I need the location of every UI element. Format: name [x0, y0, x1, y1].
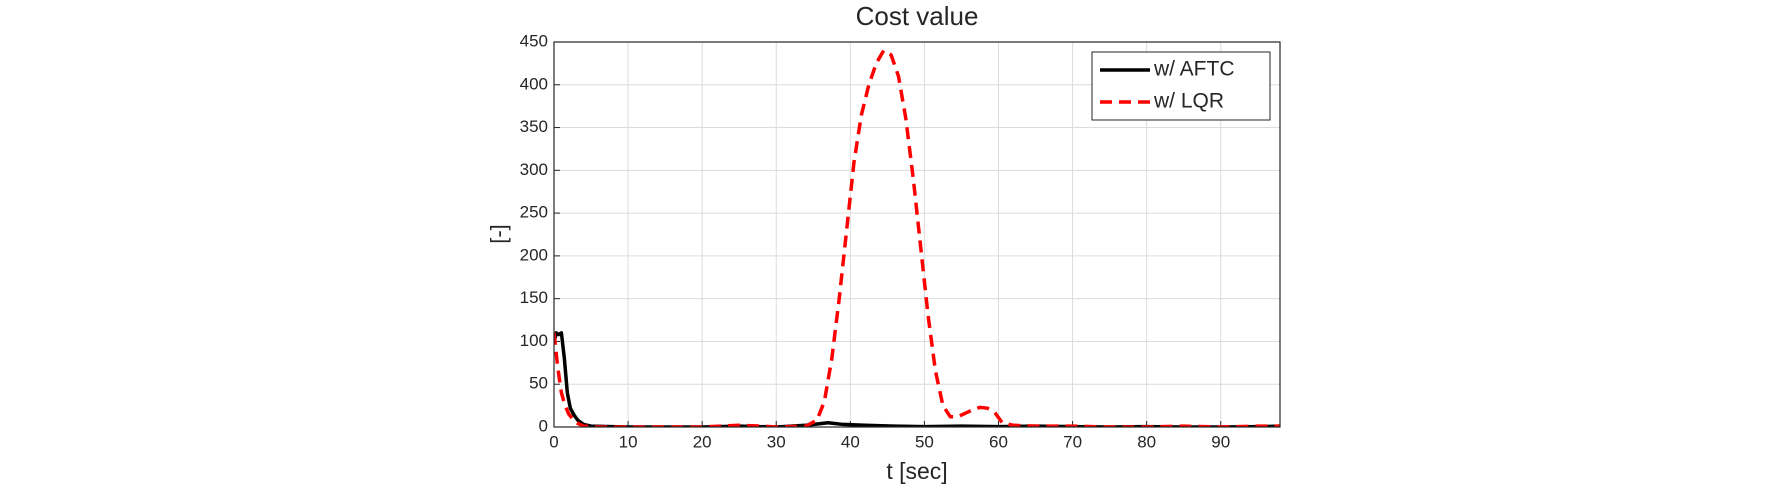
x-tick-label: 40	[841, 432, 860, 451]
x-tick-label: 80	[1137, 432, 1156, 451]
y-tick-label: 50	[529, 374, 548, 393]
y-tick-label: 200	[520, 245, 548, 264]
series-line	[554, 48, 1280, 427]
chart-title: Cost value	[856, 1, 979, 31]
plot-border	[553, 41, 1281, 428]
x-tick-label: 70	[1063, 432, 1082, 451]
x-tick-label: 0	[549, 432, 558, 451]
y-tick-label: 100	[520, 331, 548, 350]
y-tick-label: 250	[520, 203, 548, 222]
x-tick-label: 90	[1211, 432, 1230, 451]
x-tick-label: 50	[915, 432, 934, 451]
y-tick-label: 300	[520, 160, 548, 179]
y-tick-label: 150	[520, 288, 548, 307]
legend-box	[1091, 51, 1271, 121]
y-axis-label: [-]	[486, 224, 511, 244]
y-tick-label: 400	[520, 74, 548, 93]
x-tick-label: 20	[693, 432, 712, 451]
y-tick-label: 450	[520, 31, 548, 50]
y-tick-label: 0	[539, 416, 548, 435]
x-tick-label: 30	[767, 432, 786, 451]
x-axis-label: t [sec]	[886, 458, 947, 484]
x-tick-label: 60	[989, 432, 1008, 451]
y-tick-label: 350	[520, 117, 548, 136]
legend-label: w/ AFTC	[1153, 58, 1235, 81]
x-tick-label: 10	[619, 432, 638, 451]
legend-label: w/ LQR	[1153, 90, 1224, 113]
